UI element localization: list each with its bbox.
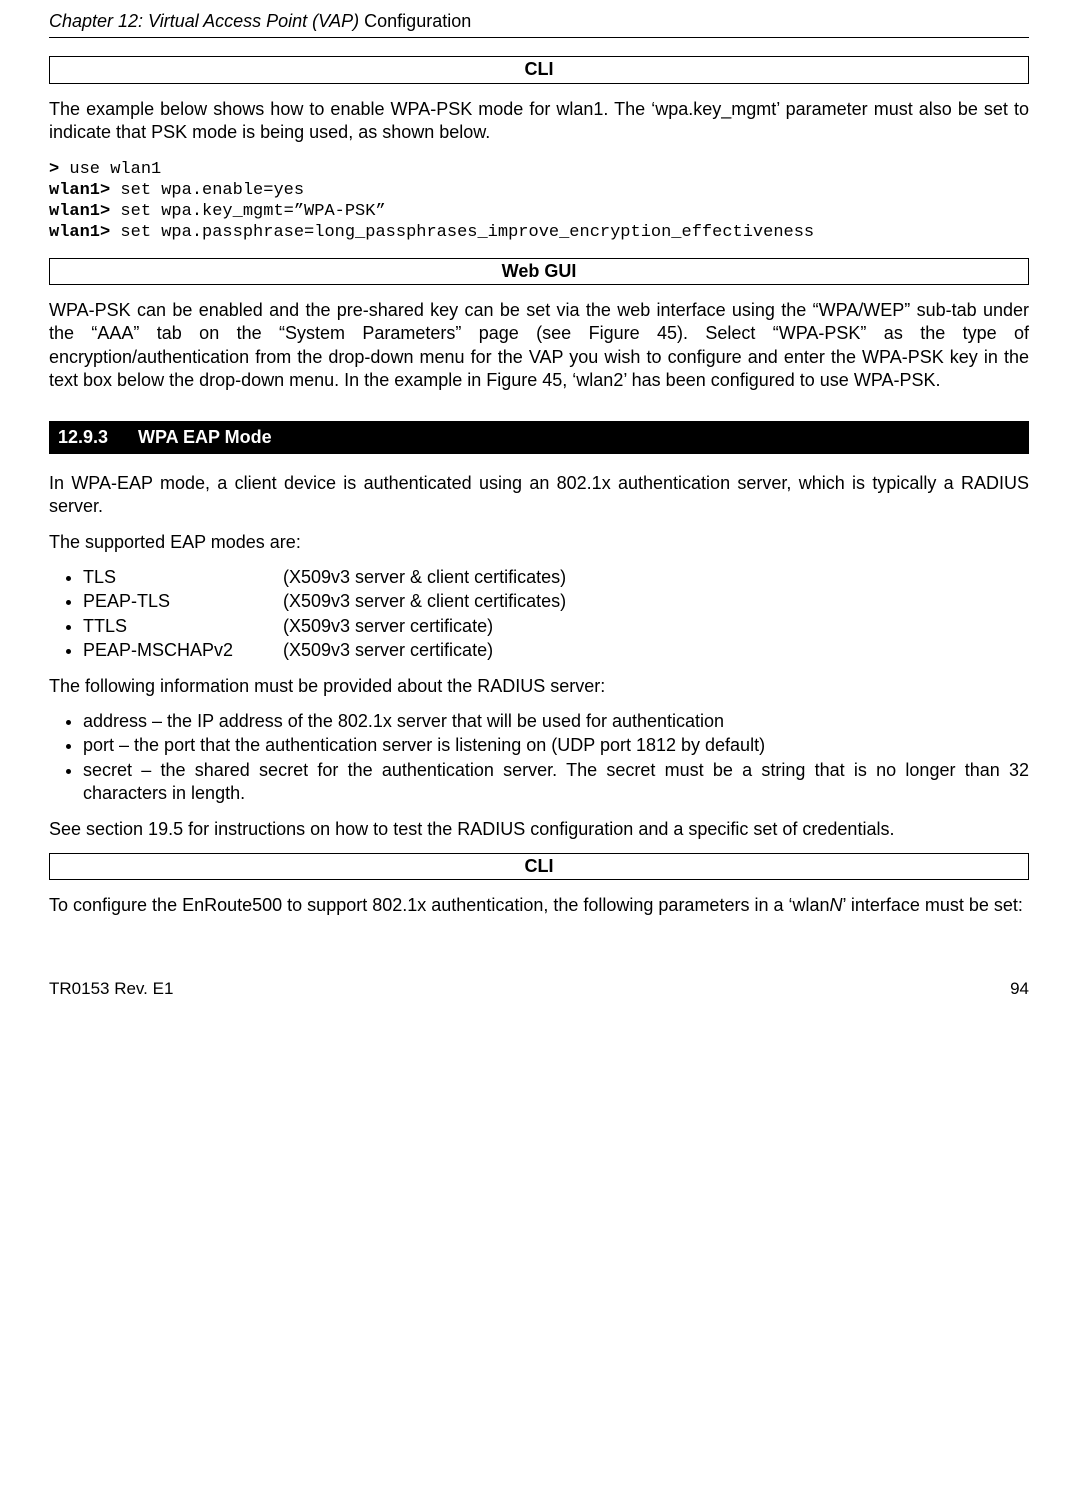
prompt: > bbox=[49, 160, 59, 179]
section-heading: 12.9.3WPA EAP Mode bbox=[49, 421, 1029, 454]
eap-name: TTLS bbox=[83, 615, 283, 638]
chapter-header: Chapter 12: Virtual Access Point (VAP) C… bbox=[49, 10, 1029, 38]
cli2-ital: N bbox=[830, 895, 843, 915]
cli-box-2: CLI bbox=[49, 853, 1029, 880]
chapter-title-italic: Chapter 12: Virtual Access Point (VAP) bbox=[49, 11, 359, 31]
prompt: wlan1> bbox=[49, 202, 110, 221]
footer-left: TR0153 Rev. E1 bbox=[49, 978, 173, 1000]
webgui-box: Web GUI bbox=[49, 258, 1029, 285]
section-number: 12.9.3 bbox=[58, 426, 138, 449]
webgui-text: WPA-PSK can be enabled and the pre-share… bbox=[49, 299, 1029, 393]
list-item: PEAP-TLS(X509v3 server & client certific… bbox=[83, 590, 1029, 613]
eap-desc: (X509v3 server & client certificates) bbox=[283, 590, 566, 613]
radius-label: The following information must be provid… bbox=[49, 675, 1029, 698]
prompt: wlan1> bbox=[49, 181, 110, 200]
list-item: port – the port that the authentication … bbox=[83, 734, 1029, 757]
list-item: secret – the shared secret for the authe… bbox=[83, 759, 1029, 806]
section-title: WPA EAP Mode bbox=[138, 427, 272, 447]
list-item: PEAP-MSCHAPv2(X509v3 server certificate) bbox=[83, 639, 1029, 662]
eap-name: TLS bbox=[83, 566, 283, 589]
cmd: set wpa.passphrase=long_passphrases_impr… bbox=[110, 223, 814, 242]
list-item: TLS(X509v3 server & client certificates) bbox=[83, 566, 1029, 589]
prompt: wlan1> bbox=[49, 223, 110, 242]
cli2-text: To configure the EnRoute500 to support 8… bbox=[49, 894, 1029, 917]
cli1-code: > use wlan1 wlan1> set wpa.enable=yes wl… bbox=[49, 159, 1029, 244]
cli2-pre: To configure the EnRoute500 to support 8… bbox=[49, 895, 830, 915]
eap-name: PEAP-TLS bbox=[83, 590, 283, 613]
supported-label: The supported EAP modes are: bbox=[49, 531, 1029, 554]
list-item: TTLS(X509v3 server certificate) bbox=[83, 615, 1029, 638]
eap-modes-list: TLS(X509v3 server & client certificates)… bbox=[49, 566, 1029, 663]
cli1-intro: The example below shows how to enable WP… bbox=[49, 98, 1029, 145]
cli-box-1: CLI bbox=[49, 56, 1029, 83]
cmd: set wpa.enable=yes bbox=[110, 181, 304, 200]
list-item: address – the IP address of the 802.1x s… bbox=[83, 710, 1029, 733]
page-footer: TR0153 Rev. E1 94 bbox=[49, 978, 1029, 1000]
eap-name: PEAP-MSCHAPv2 bbox=[83, 639, 283, 662]
cmd: use wlan1 bbox=[59, 160, 161, 179]
radius-list: address – the IP address of the 802.1x s… bbox=[49, 710, 1029, 806]
section-intro: In WPA-EAP mode, a client device is auth… bbox=[49, 472, 1029, 519]
chapter-title-normal: Configuration bbox=[359, 11, 471, 31]
cli2-post: ’ interface must be set: bbox=[843, 895, 1023, 915]
footer-right: 94 bbox=[1010, 978, 1029, 1000]
cmd: set wpa.key_mgmt=”WPA-PSK” bbox=[110, 202, 385, 221]
eap-desc: (X509v3 server certificate) bbox=[283, 639, 493, 662]
eap-desc: (X509v3 server & client certificates) bbox=[283, 566, 566, 589]
eap-desc: (X509v3 server certificate) bbox=[283, 615, 493, 638]
see-section: See section 19.5 for instructions on how… bbox=[49, 818, 1029, 841]
